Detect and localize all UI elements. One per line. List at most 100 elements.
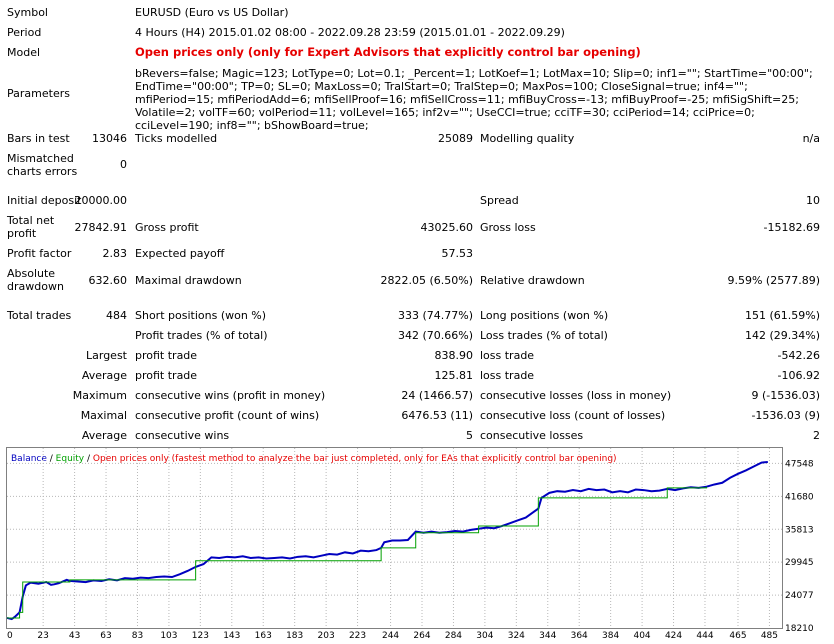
largest-loss-label: loss trade [480, 349, 535, 362]
x-tick-label: 63 [100, 631, 111, 641]
modelling-quality-value: n/a [802, 132, 820, 145]
plot-frame [6, 447, 783, 629]
model-value: Open prices only (only for Expert Adviso… [135, 45, 641, 59]
short-positions-label: Short positions (won %) [135, 309, 267, 322]
average-loss-value: -106.92 [777, 369, 820, 382]
x-tick-label: 203 [318, 631, 335, 641]
absolute-drawdown-value: 632.60 [88, 274, 128, 287]
gross-loss-value: -15182.69 [763, 221, 820, 234]
maximum-loss-value: 9 (-1536.03) [751, 389, 820, 402]
x-tick-label: 465 [729, 631, 746, 641]
symbol-label: Symbol [7, 6, 48, 19]
x-tick-label: 183 [286, 631, 303, 641]
balance-chart: Balance / Equity / Open prices only (fas… [6, 447, 832, 641]
profit-trades-value: 342 (70.66%) [397, 329, 473, 342]
x-tick-label: 23 [37, 631, 48, 641]
y-tick-label: 47548 [785, 459, 814, 469]
legend-sep-2: / [84, 454, 93, 464]
maximal-loss-label: consecutive loss (count of losses) [480, 409, 666, 422]
x-tick-label: 364 [571, 631, 588, 641]
x-tick-label: 344 [539, 631, 556, 641]
relative-drawdown-label: Relative drawdown [480, 274, 585, 287]
initial-deposit-value: 20000.00 [74, 194, 128, 207]
short-positions-value: 333 (74.77%) [397, 309, 473, 322]
balance-line [6, 461, 768, 621]
relative-drawdown-value: 9.59% (2577.89) [727, 274, 820, 287]
profit-factor-value: 2.83 [102, 247, 128, 260]
x-tick-label: 424 [665, 631, 682, 641]
average-profit-value: 125.81 [434, 369, 474, 382]
gross-profit-label: Gross profit [135, 221, 199, 234]
x-tick-label: 223 [349, 631, 366, 641]
gross-profit-value: 43025.60 [420, 221, 474, 234]
bars-in-test-label: Bars in test [7, 132, 70, 145]
parameters-label: Parameters [7, 87, 70, 100]
expected-payoff-value: 57.53 [441, 247, 474, 260]
legend-balance: Balance [11, 454, 47, 464]
total-net-profit-label-1: Total net [7, 214, 55, 227]
maximal-loss-value: -1536.03 (9) [751, 409, 820, 422]
period-value: 4 Hours (H4) 2015.01.02 08:00 - 2022.09.… [135, 26, 565, 39]
x-tick-label: 0 [7, 631, 13, 641]
bars-in-test-value: 13046 [92, 132, 127, 145]
maximal-drawdown-label: Maximal drawdown [135, 274, 242, 287]
maximal-drawdown-value: 2822.05 (6.50%) [380, 274, 473, 287]
legend-sep-1: / [47, 454, 56, 464]
x-tick-label: 103 [160, 631, 177, 641]
y-tick-label: 29945 [785, 558, 814, 568]
parameters-value: bRevers=false; Magic=123; LotType=0; Lot… [135, 67, 813, 132]
long-positions-value: 151 (61.59%) [744, 309, 820, 322]
model-label: Model [7, 46, 41, 59]
loss-trades-label: Loss trades (% of total) [480, 329, 608, 342]
long-positions-label: Long positions (won %) [480, 309, 609, 322]
average-loss-label: loss trade [480, 369, 535, 382]
loss-trades-value: 142 (29.34%) [744, 329, 820, 342]
absolute-drawdown-label-1: Absolute [7, 267, 56, 280]
spread-label: Spread [480, 194, 519, 207]
x-tick-label: 143 [223, 631, 240, 641]
spread-value: 10 [806, 194, 820, 207]
total-net-profit-label-2: profit [7, 227, 37, 240]
x-tick-label: 123 [192, 631, 209, 641]
x-tick-label: 244 [382, 631, 399, 641]
ticks-modelled-value: 25089 [438, 132, 473, 145]
equity-line [7, 486, 708, 619]
x-tick-label: 43 [69, 631, 80, 641]
maximal-profit-value: 6476.53 (11) [401, 409, 473, 422]
x-tick-label: 384 [602, 631, 619, 641]
x-tick-label: 485 [761, 631, 778, 641]
ticks-modelled-label: Ticks modelled [135, 132, 218, 145]
largest-profit-value: 838.90 [434, 349, 474, 362]
symbol-value: EURUSD (Euro vs US Dollar) [135, 6, 289, 19]
x-tick-label: 284 [445, 631, 462, 641]
average-consec-profit-label: consecutive wins [135, 429, 230, 442]
maximum-prefix: Maximum [72, 389, 127, 402]
x-tick-label: 304 [476, 631, 493, 641]
profit-trades-label: Profit trades (% of total) [135, 329, 268, 342]
y-tick-label: 35813 [785, 525, 814, 535]
maximum-profit-label: consecutive wins (profit in money) [135, 389, 326, 402]
legend-equity: Equity [56, 454, 85, 464]
legend-note: Open prices only (fastest method to anal… [93, 454, 617, 464]
y-tick-label: 41680 [785, 492, 814, 502]
y-tick-label: 24077 [785, 591, 814, 601]
period-label: Period [7, 26, 42, 39]
largest-prefix: Largest [86, 349, 127, 362]
total-net-profit-value: 27842.91 [74, 221, 128, 234]
x-tick-label: 324 [508, 631, 525, 641]
total-trades-label: Total trades [7, 309, 72, 322]
x-tick-label: 264 [413, 631, 430, 641]
average-consec-loss-label: consecutive losses [480, 429, 584, 442]
average-consec-loss-value: 2 [813, 429, 820, 442]
balance-chart-svg: Balance / Equity / Open prices only (fas… [6, 447, 814, 641]
largest-loss-value: -542.26 [777, 349, 820, 362]
profit-factor-label: Profit factor [7, 247, 72, 260]
average-consec-profit-value: 5 [466, 429, 473, 442]
x-tick-label: 444 [696, 631, 713, 641]
modelling-quality-label: Modelling quality [480, 132, 575, 145]
average-prefix: Average [81, 369, 127, 382]
mismatched-value: 0 [120, 158, 127, 171]
chart-legend: Balance / Equity / Open prices only (fas… [11, 454, 617, 464]
absolute-drawdown-label-2: drawdown [7, 280, 64, 293]
gross-loss-label: Gross loss [480, 221, 536, 234]
